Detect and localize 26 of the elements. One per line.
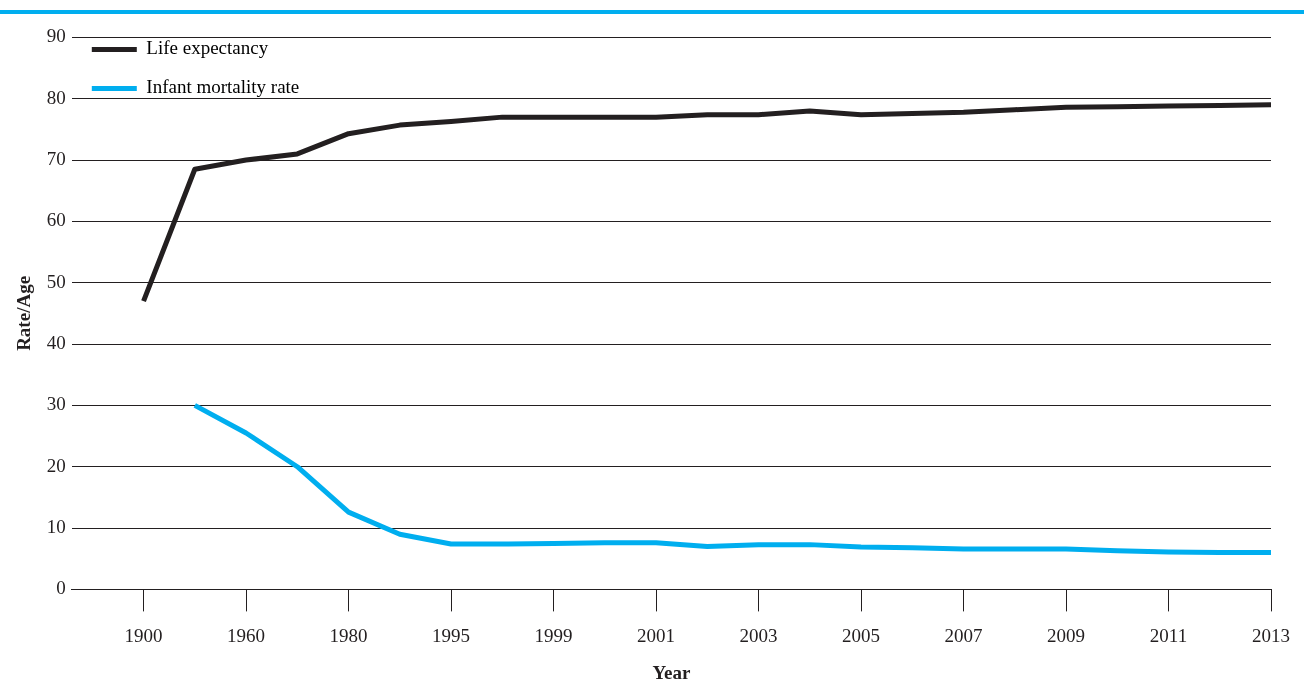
y-tick-label: 10 [46,516,66,538]
x-tick-label: 1900 [124,624,163,646]
x-tick-label: 2003 [739,624,778,646]
x-tick-label: 1999 [534,624,573,646]
y-tick-label: 50 [46,270,66,292]
x-tick-label: 2009 [1047,624,1086,646]
y-tick-label: 30 [46,393,66,415]
y-tick-label: 0 [56,577,66,599]
x-tick-label: 1995 [432,624,471,646]
x-tick-label: 2001 [637,624,676,646]
y-tick-label: 40 [46,332,66,354]
y-tick-label: 70 [46,148,66,170]
y-tick-label: 60 [46,209,66,231]
y-tick-label: 80 [46,86,66,108]
x-tick-label: 2007 [944,624,983,646]
x-axis-title: Year [652,661,691,683]
legend-label: Infant mortality rate [146,76,300,98]
x-tick-label: 2005 [842,624,881,646]
y-axis-title: Rate/Age [13,275,35,351]
x-tick-label: 2011 [1149,624,1188,646]
y-tick-label: 90 [46,25,66,47]
x-tick-label: 2013 [1252,624,1290,646]
legend-label: Life expectancy [146,37,269,59]
x-tick-label: 1980 [329,624,368,646]
y-tick-label: 20 [46,454,66,476]
x-tick-label: 1960 [227,624,266,646]
